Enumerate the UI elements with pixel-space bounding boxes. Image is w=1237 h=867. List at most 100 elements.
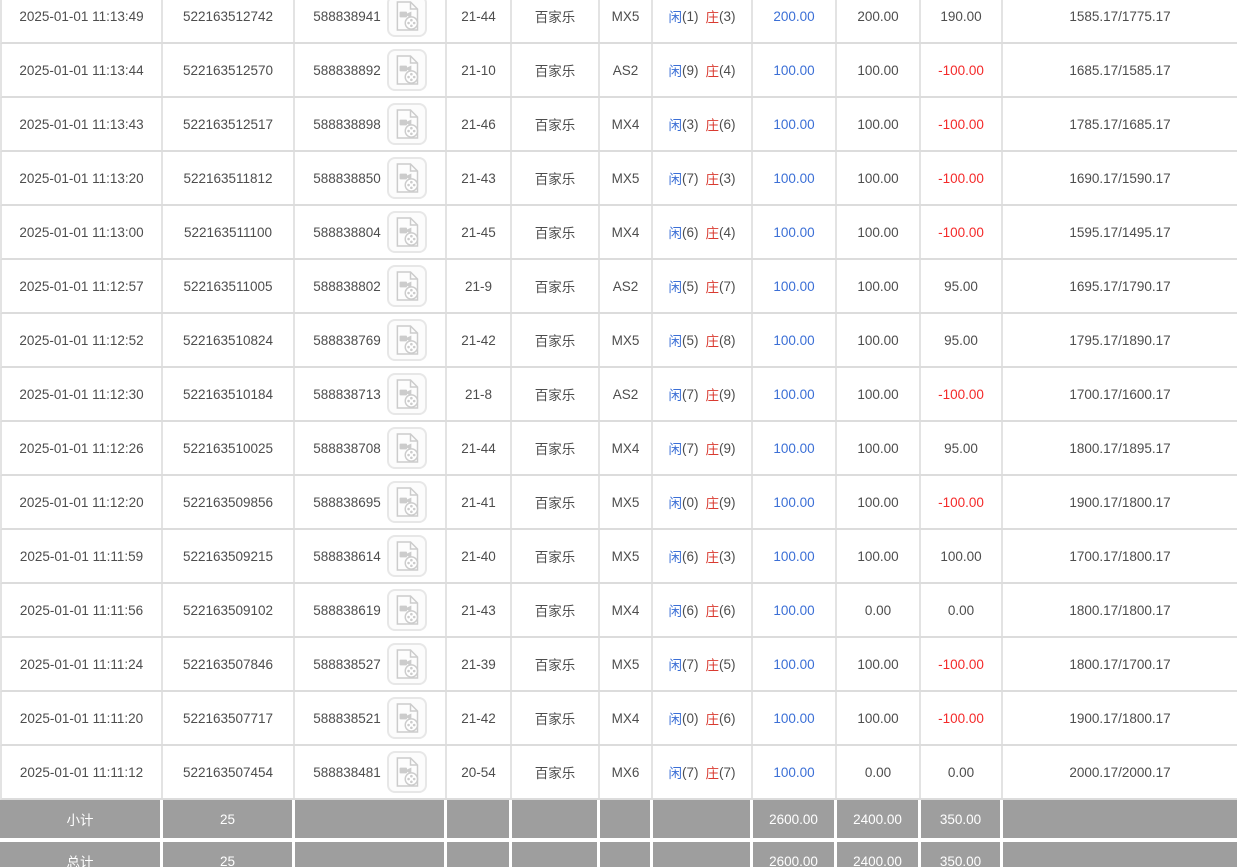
game-name: 百家乐 bbox=[512, 584, 600, 636]
banker-result-label: 庄 bbox=[705, 442, 720, 457]
video-replay-button[interactable] bbox=[386, 643, 427, 685]
table-number: 21-42 bbox=[447, 692, 512, 744]
video-replay-button[interactable] bbox=[386, 211, 427, 253]
video-replay-button[interactable] bbox=[386, 697, 427, 739]
bet-amount[interactable]: 100.00 bbox=[753, 476, 837, 528]
game-name: 百家乐 bbox=[512, 98, 600, 150]
banker-points: (4) bbox=[719, 224, 736, 240]
bet-amount[interactable]: 100.00 bbox=[753, 746, 837, 798]
round-number-cell: 588838941 bbox=[295, 0, 447, 42]
round-number-cell: 588838898 bbox=[295, 98, 447, 150]
valid-amount: 100.00 bbox=[837, 98, 921, 150]
banker-points: (9) bbox=[719, 386, 736, 402]
banker-result-label: 庄 bbox=[705, 334, 720, 349]
video-file-icon bbox=[396, 55, 419, 85]
video-replay-button[interactable] bbox=[386, 0, 427, 37]
bet-amount[interactable]: 100.00 bbox=[753, 44, 837, 96]
banker-result-label: 庄 bbox=[705, 766, 720, 781]
balance: 1785.17/1685.17 bbox=[1069, 116, 1171, 132]
video-replay-button[interactable] bbox=[386, 427, 427, 469]
order-number: 522163507717 bbox=[163, 692, 295, 744]
bet-amount[interactable]: 100.00 bbox=[753, 206, 837, 258]
win-loss: -100.00 bbox=[921, 638, 1003, 690]
game-result: 闲 (7) 庄 (9) bbox=[653, 368, 753, 420]
bet-amount[interactable]: 100.00 bbox=[753, 368, 837, 420]
valid-amount: 100.00 bbox=[837, 422, 921, 474]
summary-label: 总计 bbox=[0, 842, 163, 867]
video-replay-button[interactable] bbox=[386, 751, 427, 793]
summary-win-total: 350.00 bbox=[921, 842, 1003, 867]
table-code: MX4 bbox=[600, 206, 653, 258]
valid-amount: 100.00 bbox=[837, 530, 921, 582]
bet-amount[interactable]: 200.00 bbox=[753, 0, 837, 42]
video-replay-button[interactable] bbox=[386, 535, 427, 577]
game-name: 百家乐 bbox=[512, 368, 600, 420]
bet-amount[interactable]: 100.00 bbox=[753, 260, 837, 312]
bet-time: 2025-01-01 11:12:26 bbox=[2, 422, 163, 474]
table-code: AS2 bbox=[600, 260, 653, 312]
table-row: 2025-01-01 11:11:24 522163507846 5888385… bbox=[0, 638, 1237, 692]
summary-empty-cell bbox=[653, 800, 753, 838]
table-row: 2025-01-01 11:12:30 522163510184 5888387… bbox=[0, 368, 1237, 422]
video-replay-button[interactable] bbox=[386, 157, 427, 199]
bet-amount[interactable]: 100.00 bbox=[753, 98, 837, 150]
bet-amount[interactable]: 100.00 bbox=[753, 692, 837, 744]
table-row: 2025-01-01 11:11:20 522163507717 5888385… bbox=[0, 692, 1237, 746]
player-result-label: 闲 bbox=[668, 388, 683, 403]
win-loss: 95.00 bbox=[921, 314, 1003, 366]
player-points: (7) bbox=[682, 764, 699, 780]
order-number: 522163511812 bbox=[163, 152, 295, 204]
game-name: 百家乐 bbox=[512, 44, 600, 96]
summary-empty-cell bbox=[512, 842, 600, 867]
bet-time: 2025-01-01 11:11:24 bbox=[2, 638, 163, 690]
summary-empty-cell bbox=[1003, 800, 1237, 838]
summary-row: 总计 25 2600.00 2400.00 350.00 bbox=[0, 842, 1237, 867]
win-loss: 95.00 bbox=[921, 422, 1003, 474]
table-row: 2025-01-01 11:11:59 522163509215 5888386… bbox=[0, 530, 1237, 584]
video-replay-button[interactable] bbox=[386, 373, 427, 415]
video-file-icon bbox=[396, 271, 419, 301]
video-replay-button[interactable] bbox=[386, 103, 427, 145]
summary-empty-cell bbox=[600, 800, 653, 838]
order-number: 522163512570 bbox=[163, 44, 295, 96]
video-file-icon bbox=[396, 541, 419, 571]
banker-result-label: 庄 bbox=[705, 496, 720, 511]
video-replay-button[interactable] bbox=[386, 589, 427, 631]
video-replay-button[interactable] bbox=[386, 265, 427, 307]
summary-empty-cell bbox=[447, 800, 512, 838]
balance: 1800.17/1700.17 bbox=[1069, 656, 1171, 672]
balance: 1900.17/1800.17 bbox=[1069, 710, 1171, 726]
bet-amount[interactable]: 100.00 bbox=[753, 152, 837, 204]
game-result: 闲 (0) 庄 (9) bbox=[653, 476, 753, 528]
video-file-icon bbox=[396, 595, 419, 625]
round-number: 588838898 bbox=[313, 116, 381, 132]
round-number-cell: 588838521 bbox=[295, 692, 447, 744]
bet-amount[interactable]: 100.00 bbox=[753, 314, 837, 366]
balance: 1800.17/1895.17 bbox=[1069, 440, 1171, 456]
player-points: (5) bbox=[682, 278, 699, 294]
round-number: 588838619 bbox=[313, 602, 381, 618]
game-name: 百家乐 bbox=[512, 206, 600, 258]
valid-amount: 200.00 bbox=[837, 0, 921, 42]
player-points: (0) bbox=[682, 710, 699, 726]
video-replay-button[interactable] bbox=[386, 319, 427, 361]
bet-amount[interactable]: 100.00 bbox=[753, 584, 837, 636]
bet-amount[interactable]: 100.00 bbox=[753, 638, 837, 690]
player-result-label: 闲 bbox=[668, 10, 683, 25]
table-number: 21-9 bbox=[447, 260, 512, 312]
banker-points: (4) bbox=[719, 62, 736, 78]
bet-amount[interactable]: 100.00 bbox=[753, 530, 837, 582]
table-number: 21-8 bbox=[447, 368, 512, 420]
valid-amount: 100.00 bbox=[837, 44, 921, 96]
table-code: MX5 bbox=[600, 314, 653, 366]
video-replay-button[interactable] bbox=[386, 49, 427, 91]
bet-amount[interactable]: 100.00 bbox=[753, 422, 837, 474]
bet-time: 2025-01-01 11:12:20 bbox=[2, 476, 163, 528]
game-result: 闲 (3) 庄 (6) bbox=[653, 98, 753, 150]
round-number: 588838527 bbox=[313, 656, 381, 672]
win-loss: -100.00 bbox=[921, 476, 1003, 528]
summary-valid-total: 2400.00 bbox=[837, 842, 921, 867]
video-replay-button[interactable] bbox=[386, 481, 427, 523]
video-file-icon bbox=[396, 1, 419, 31]
win-loss: -100.00 bbox=[921, 206, 1003, 258]
